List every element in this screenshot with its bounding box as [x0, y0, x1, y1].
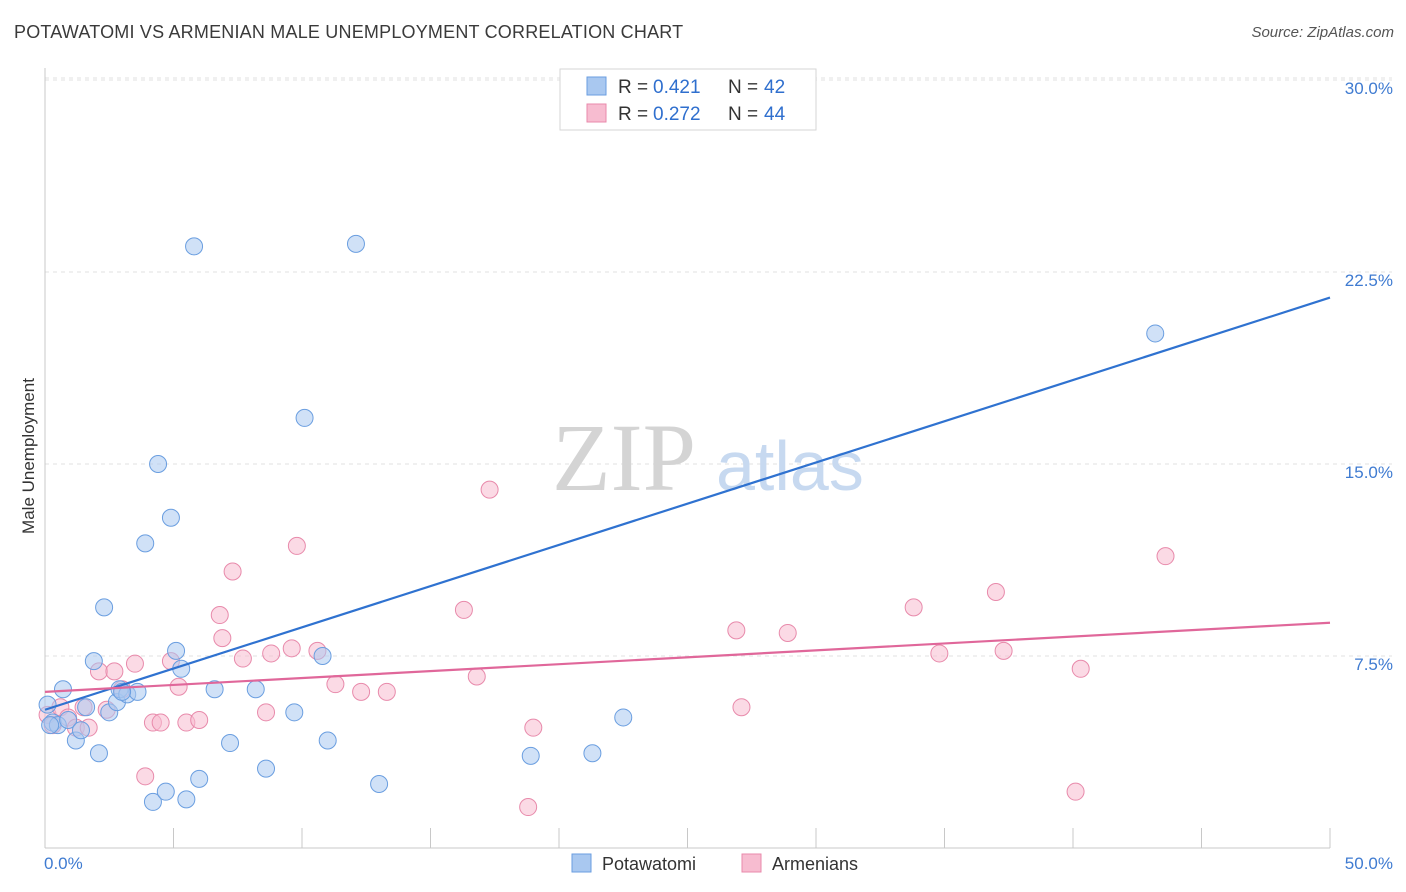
legend-swatch-armenians [586, 103, 607, 123]
point-potawatomi [221, 734, 240, 753]
point-armenians [524, 718, 543, 737]
point-potawatomi [38, 695, 57, 714]
watermark: ZIP atlas [552, 404, 864, 511]
point-armenians [210, 606, 229, 625]
point-armenians [326, 675, 345, 694]
point-armenians [1071, 659, 1090, 678]
point-potawatomi [136, 534, 155, 553]
point-potawatomi [89, 744, 108, 763]
point-armenians [105, 662, 124, 681]
point-potawatomi [313, 647, 332, 665]
point-potawatomi [246, 680, 265, 699]
point-armenians [480, 480, 499, 499]
point-potawatomi [84, 652, 103, 671]
point-armenians [1066, 782, 1085, 801]
point-potawatomi [53, 680, 72, 699]
point-potawatomi [295, 408, 314, 427]
point-armenians [169, 677, 188, 696]
point-potawatomi [161, 508, 180, 527]
point-armenians [213, 629, 232, 648]
x-tick-label: 0.0% [44, 854, 83, 873]
point-armenians [223, 562, 242, 581]
point-potawatomi [149, 455, 168, 473]
point-armenians [125, 654, 144, 673]
legend-r-value: 0.272 [653, 104, 701, 125]
point-potawatomi [318, 731, 337, 750]
legend-r-value: 0.421 [653, 77, 701, 98]
point-armenians [778, 623, 797, 642]
point-potawatomi [156, 782, 175, 801]
grid-lines [45, 77, 1392, 657]
point-potawatomi [205, 680, 224, 699]
watermark-atlas: atlas [716, 427, 864, 505]
trend-line-potawatomi [44, 296, 1331, 711]
point-potawatomi [370, 775, 389, 793]
watermark-zip: ZIP [552, 404, 696, 511]
bottom-legend: Potawatomi Armenians [571, 853, 858, 874]
point-armenians [732, 698, 751, 717]
point-armenians [262, 644, 281, 663]
point-potawatomi [1146, 324, 1165, 343]
point-armenians [287, 536, 306, 555]
point-armenians [454, 600, 473, 619]
point-potawatomi [614, 708, 633, 727]
legend-r-label: R = [618, 77, 648, 98]
point-armenians [257, 703, 276, 722]
bottom-legend-swatch-potawatomi [571, 853, 592, 873]
point-armenians [519, 798, 538, 817]
y-tick-label: 22.5% [1345, 271, 1393, 290]
point-armenians [930, 644, 949, 663]
source-label: Source: ZipAtlas.com [1251, 24, 1394, 41]
point-armenians [986, 583, 1005, 601]
point-armenians [994, 641, 1013, 660]
legend-box: R = 0.421 N = 42 R = 0.272 N = 44 [559, 68, 817, 131]
point-armenians [352, 682, 371, 701]
bottom-legend-label-potawatomi: Potawatomi [602, 854, 696, 874]
point-armenians [727, 621, 746, 640]
point-potawatomi [95, 598, 114, 617]
legend-n-label: N = [728, 77, 758, 98]
y-tick-label: 30.0% [1345, 79, 1393, 98]
legend-swatch-potawatomi [586, 76, 607, 96]
point-armenians [377, 682, 396, 701]
bottom-legend-label-armenians: Armenians [772, 854, 858, 874]
x-tick-label: 50.0% [1345, 854, 1393, 873]
y-axis-label: Male Unemployment [19, 378, 38, 534]
point-armenians [136, 767, 155, 786]
point-potawatomi [521, 746, 540, 765]
trend-line-armenians [44, 621, 1331, 693]
tick-labels: 7.5% 15.0% 22.5% 30.0% 0.0% 50.0% [44, 79, 1393, 873]
point-potawatomi [285, 703, 304, 722]
point-armenians [467, 667, 486, 686]
point-potawatomi [257, 759, 276, 778]
point-potawatomi [77, 698, 96, 717]
y-tick-label: 15.0% [1345, 463, 1393, 482]
point-armenians [904, 598, 923, 617]
chart-title: POTAWATOMI VS ARMENIAN MALE UNEMPLOYMENT… [14, 22, 684, 42]
point-armenians [1156, 547, 1175, 566]
point-potawatomi [346, 234, 365, 253]
point-potawatomi [190, 769, 209, 788]
legend-n-value: 44 [764, 104, 786, 125]
point-armenians [282, 639, 301, 658]
point-potawatomi [185, 237, 204, 256]
point-potawatomi [583, 744, 602, 763]
point-potawatomi [167, 641, 186, 660]
data-points [38, 234, 1175, 817]
legend-r-label: R = [618, 104, 648, 125]
y-tick-label: 7.5% [1354, 655, 1393, 674]
legend-n-value: 42 [764, 77, 785, 98]
point-armenians [190, 711, 209, 729]
point-armenians [233, 649, 252, 668]
point-potawatomi [177, 790, 196, 809]
point-potawatomi [41, 716, 60, 735]
point-potawatomi [71, 721, 90, 740]
point-potawatomi [59, 711, 78, 729]
point-armenians [151, 713, 170, 732]
point-potawatomi [143, 792, 162, 811]
trend-lines [44, 296, 1331, 711]
legend-n-label: N = [728, 104, 758, 125]
bottom-legend-swatch-armenians [741, 853, 762, 873]
